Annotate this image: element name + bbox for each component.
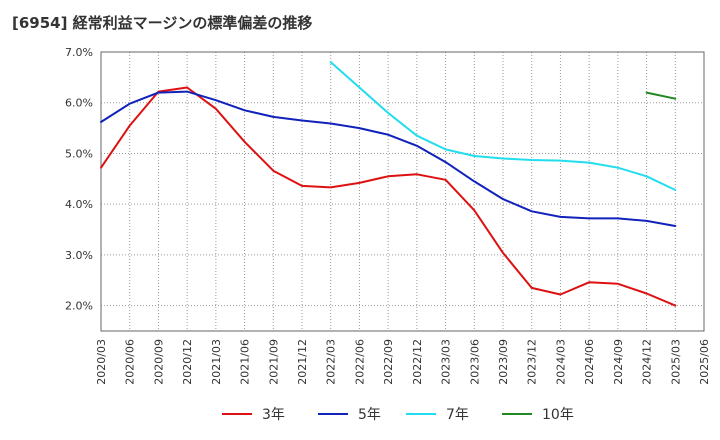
x-tick-label: 2022/03	[325, 339, 338, 385]
x-tick-label: 2022/06	[353, 339, 366, 385]
series-line-5y	[100, 90, 677, 227]
x-tick-label: 2021/12	[296, 339, 309, 385]
x-tick-label: 2021/09	[267, 339, 280, 385]
legend-label: 5年	[358, 407, 381, 423]
x-tick-label: 2020/03	[95, 339, 108, 385]
y-tick-label: 7.0%	[65, 46, 93, 59]
x-tick-label: 2025/03	[669, 339, 682, 385]
legend-label: 7年	[446, 407, 469, 423]
x-tick-label: 2023/09	[497, 339, 510, 385]
x-tick-label: 2024/06	[583, 339, 596, 385]
x-tick-label: 2024/03	[554, 339, 567, 385]
x-tick-label: 2021/06	[239, 339, 252, 385]
chart-title: [6954] 経常利益マージンの標準偏差の推移	[12, 14, 313, 32]
x-tick-label: 2023/12	[526, 339, 539, 385]
x-tick-label: 2022/12	[411, 339, 424, 385]
y-tick-label: 6.0%	[65, 97, 93, 110]
x-tick-label: 2021/03	[210, 339, 223, 385]
x-tick-label: 2020/12	[181, 339, 194, 385]
y-tick-label: 5.0%	[65, 147, 93, 160]
x-tick-label: 2024/12	[641, 339, 654, 385]
x-tick-label: 2020/06	[124, 339, 137, 385]
x-tick-label: 2023/06	[468, 339, 481, 385]
x-tick-label: 2024/09	[612, 339, 625, 385]
legend-label: 10年	[542, 407, 574, 423]
y-tick-label: 4.0%	[65, 198, 93, 211]
legend-label: 3年	[262, 407, 285, 423]
x-tick-label: 2022/09	[382, 339, 395, 385]
x-tick-label: 2023/03	[440, 339, 453, 385]
y-tick-label: 3.0%	[65, 249, 93, 262]
x-tick-label: 2020/09	[152, 339, 165, 385]
y-tick-label: 2.0%	[65, 300, 93, 313]
series-line-10y	[645, 91, 677, 100]
plot-border	[100, 51, 705, 332]
series-line-7y	[329, 61, 677, 191]
x-tick-label: 2025/06	[698, 339, 711, 385]
